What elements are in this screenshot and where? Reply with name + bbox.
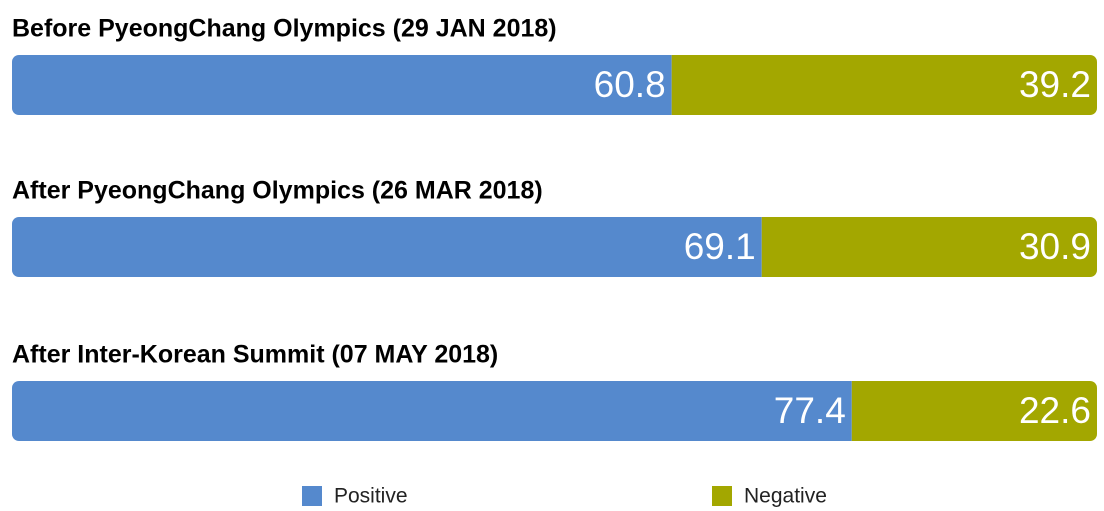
value-label: 60.8 bbox=[594, 64, 666, 105]
bar-segment bbox=[671, 55, 1097, 115]
bar-segment bbox=[12, 381, 852, 441]
bar-title: After Inter-Korean Summit (07 MAY 2018) bbox=[12, 341, 498, 369]
legend-label: Negative bbox=[744, 485, 827, 508]
value-label: 69.1 bbox=[684, 226, 756, 267]
legend-swatch bbox=[712, 486, 732, 506]
legend-swatch bbox=[302, 486, 322, 506]
bar-row bbox=[12, 217, 1097, 277]
bar-row bbox=[12, 381, 1097, 441]
bar-segment bbox=[761, 217, 1097, 277]
value-label: 22.6 bbox=[1019, 390, 1091, 431]
bar-title: After PyeongChang Olympics (26 MAR 2018) bbox=[12, 177, 543, 205]
bar-row bbox=[12, 55, 1097, 115]
legend-label: Positive bbox=[334, 485, 408, 508]
bar-segment bbox=[12, 55, 672, 115]
bar-segment bbox=[851, 381, 1097, 441]
bar-segment bbox=[12, 217, 762, 277]
value-label: 77.4 bbox=[774, 390, 846, 431]
value-label: 39.2 bbox=[1019, 64, 1091, 105]
value-label: 30.9 bbox=[1019, 226, 1091, 267]
bar-title: Before PyeongChang Olympics (29 JAN 2018… bbox=[12, 15, 557, 43]
